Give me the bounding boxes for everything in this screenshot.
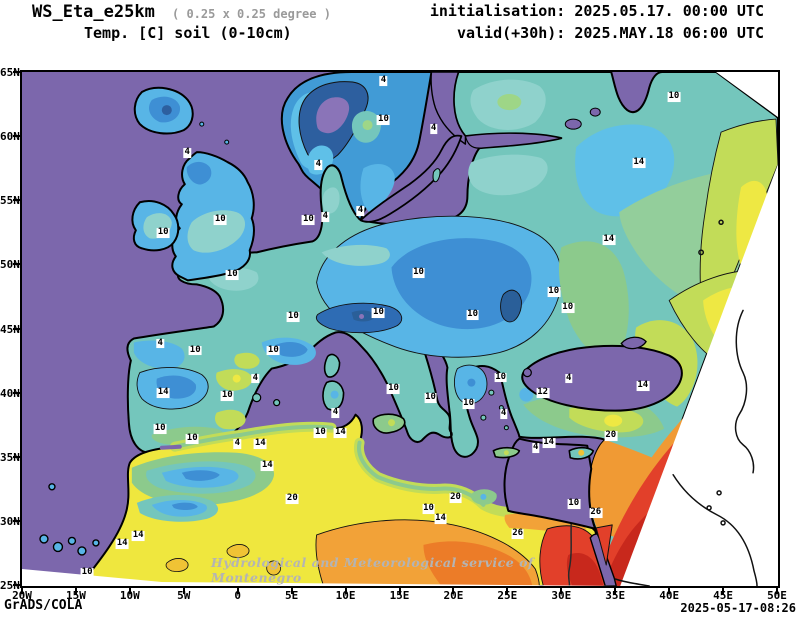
faroe [199,121,205,127]
y-axis-label: 25N [0,579,20,592]
aegean-island [480,414,487,421]
x-axis-tick [560,586,563,594]
aegean-island [503,425,509,431]
x-axis-label: 30E [551,589,572,602]
africa-landmass [80,413,613,586]
lake-onega [589,107,601,117]
y-axis-tick [13,71,21,73]
y-axis-label: 60N [0,130,20,144]
x-axis-label: 45E [713,589,733,602]
cut-top-right [716,72,778,118]
y-axis-tick [13,584,21,586]
y-axis-label: 55N [0,194,20,208]
x-axis-label: 5E [285,589,299,602]
x-axis-label: 20E [443,589,464,602]
y-axis-tick [13,327,21,330]
x-axis-tick [722,586,725,594]
y-axis-label: 50N [0,258,20,272]
y-axis-tick [13,519,21,522]
x-axis-label: 15E [389,589,410,602]
gibraltar-strait [159,444,182,450]
x-axis-tick [614,586,617,594]
x-axis-label: 20W [12,589,32,602]
map-canvas: 4 4 4 4 4 4 4 4 4 4 4 4 4 10 10 10 10 10 10 10 10 10 10 10 10 10 1… [20,70,780,588]
y-axis-tick [13,455,21,458]
canary-island [92,539,100,547]
domain-cut-wedges [22,72,778,586]
y-axis-label: 45N [0,322,20,336]
sea-of-azov [620,336,647,350]
lake-ladoga [564,118,582,130]
background-coastlines [614,219,758,586]
gulf-of-finland [464,132,562,149]
black-sea [521,344,683,412]
resolution-note: ( 0.25 x 0.25 degree ) [172,7,331,21]
sinai [595,524,613,566]
x-axis-tick [506,586,509,594]
scandinavia-landmass [280,72,433,222]
y-axis-label: 40N [0,386,20,400]
x-axis-tick [344,586,347,594]
x-axis-tick [776,586,778,594]
canary-island [39,534,49,544]
y-axis-label: 35N [0,450,20,464]
filled-contour-map [22,72,778,586]
corsica [323,353,341,378]
sea-overlays [159,72,683,586]
x-axis-label: 0 [234,589,242,602]
y-axis-tick [13,391,21,394]
europe-landmass [126,72,778,586]
gotland [432,168,441,183]
x-axis-tick [21,586,23,594]
x-axis-label: 50E [767,589,787,602]
initialisation-time: initialisation: 2025.05.17. 00:00 UTC [429,2,764,20]
y-axis-label: 30N [0,514,20,528]
x-axis-label: 10E [335,589,356,602]
variable-subtitle: Temp. [C] soil (0-10cm) [84,24,292,42]
canary-island [52,541,64,553]
x-axis-tick [182,586,185,594]
sea-of-marmara [522,367,532,378]
model-title: WS_Eta_e25km [32,2,155,22]
grads-credit: GrADS/COLA [4,598,83,613]
cut-right [620,164,778,586]
x-axis-label: 40E [659,589,680,602]
x-axis-label: 5W [177,589,191,602]
y-axis-tick [13,135,21,138]
islands [39,86,595,556]
cut-bottom-left [22,568,621,586]
x-axis-label: 10W [119,589,140,602]
aegean-island [498,405,504,411]
creation-timestamp: 2025-05-17-08:26 [680,601,796,615]
valid-time: valid(+30h): 2025.MAY.18 06:00 UTC [456,24,764,42]
x-axis-tick [128,586,131,594]
x-axis-tick [398,586,401,594]
shetland [224,139,230,145]
baltic-sea [359,134,463,223]
y-axis-tick [13,263,21,266]
y-axis-tick [13,199,21,202]
x-axis-tick [668,586,671,594]
menorca [273,399,281,407]
x-axis-tick [290,586,293,594]
x-axis-label: 15W [65,589,86,602]
x-axis-label: 35E [605,589,626,602]
canary-island [77,546,87,556]
canary-island [67,536,77,546]
watermark: Hydrological and Meteorological service … [211,555,534,585]
x-axis-tick [452,586,455,594]
x-axis-tick [74,586,77,594]
x-axis-tick [236,586,239,594]
x-axis-label: 25E [497,589,518,602]
y-axis-label: 65N [0,66,20,79]
aegean-island [488,389,495,396]
mallorca [252,393,262,403]
madeira [48,483,56,491]
